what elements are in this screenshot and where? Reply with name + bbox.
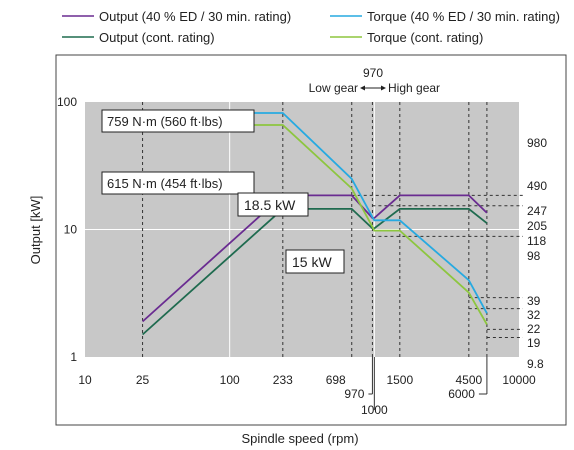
- legend: Output (40 % ED / 30 min. rating) Torque…: [62, 9, 560, 45]
- y-tick-label-left: 1: [70, 350, 77, 364]
- ticks: 10 25 100 233 698 1500 4500 1000097010006000110…: [57, 95, 547, 417]
- legend-label-torque-cont: Torque (cont. rating): [367, 30, 483, 45]
- y-tick-label-right: 22: [527, 322, 541, 336]
- y-tick-label-right: 39: [527, 294, 541, 308]
- y-tick-label-right: 205: [527, 219, 547, 233]
- x-tick-label: 10000: [502, 373, 536, 387]
- series-line-3: [142, 124, 488, 325]
- gear-indicator: 970 Low gear High gear: [309, 66, 440, 95]
- y-tick-label-right: 118: [527, 234, 546, 248]
- y-tick-label-left: 10: [64, 223, 78, 237]
- chart-frame: [55, 54, 567, 426]
- annotation-torque-cont: 615 N·m (454 ft·lbs): [101, 171, 255, 195]
- high-gear-label: High gear: [388, 81, 440, 95]
- y-tick-label-right: 98: [527, 249, 541, 263]
- x-axis-title: Spindle speed (rpm): [241, 431, 358, 446]
- legend-label-torque-max: Torque (40 % ED / 30 min. rating): [367, 9, 560, 24]
- y-tick-label-right: 32: [527, 308, 541, 322]
- y-tick-label-right: 980: [527, 136, 547, 150]
- x-tick-label-below: 1000: [361, 403, 388, 417]
- x-tick-label-below: 6000: [448, 387, 475, 401]
- x-tick-label: 698: [326, 373, 346, 387]
- x-tick-label: 1500: [386, 373, 413, 387]
- annotation-output-cont: 15 kW: [285, 249, 345, 274]
- y-tick-label-right: 490: [527, 179, 547, 193]
- annotation-torque-cont-text: 615 N·m (454 ft·lbs): [107, 176, 223, 191]
- series-line-2: [142, 112, 488, 314]
- y-tick-label-right: 19: [527, 336, 541, 350]
- x-tick-label: 233: [273, 373, 293, 387]
- y-tick-label-left: 100: [57, 95, 77, 109]
- y-axis-title: Output [kW]: [28, 196, 43, 265]
- grid: [85, 102, 523, 360]
- gear-arrow-left-icon: [360, 85, 365, 91]
- annotation-torque-max: 759 N·m (560 ft·lbs): [101, 109, 255, 133]
- annotation-output-cont-text: 15 kW: [292, 254, 332, 270]
- x-tick-label: 100: [220, 373, 240, 387]
- legend-label-output-max: Output (40 % ED / 30 min. rating): [99, 9, 291, 24]
- low-gear-label: Low gear: [309, 81, 358, 95]
- y-tick-label-right: 247: [527, 204, 547, 218]
- x-tick-label-below: 970: [344, 387, 364, 401]
- annotation-output-max: 18.5 kW: [237, 192, 309, 217]
- gear-arrow-right-icon: [381, 85, 386, 91]
- y-tick-label-right: 9.8: [527, 357, 544, 371]
- x-tick-label: 10: [78, 373, 92, 387]
- gear-speed-label: 970: [363, 66, 383, 80]
- x-tick-label: 4500: [455, 373, 482, 387]
- annotation-torque-max-text: 759 N·m (560 ft·lbs): [107, 114, 223, 129]
- x-tick-label: 25: [136, 373, 150, 387]
- annotation-output-max-text: 18.5 kW: [244, 197, 296, 213]
- legend-label-output-cont: Output (cont. rating): [99, 30, 215, 45]
